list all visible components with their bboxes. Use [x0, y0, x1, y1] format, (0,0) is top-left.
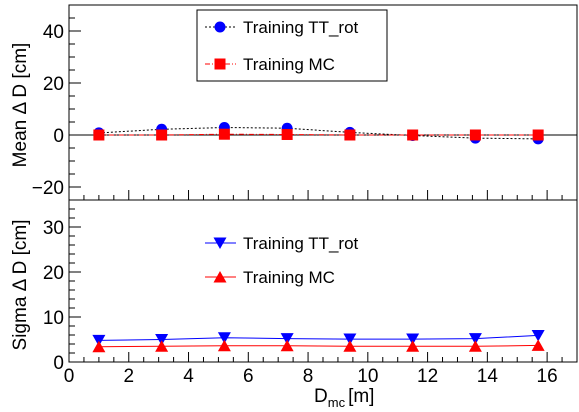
- x-tick-label: 14: [477, 366, 499, 387]
- bottom-series-1-line: [98, 344, 539, 348]
- bottom-y-axis-label: Sigma Δ D [cm]: [10, 220, 31, 351]
- top-series-1-point-3: [281, 128, 293, 140]
- top-legend-marker-square: [214, 58, 226, 70]
- bottom-legend-marker-triangle-down: [213, 237, 227, 249]
- bottom-y-tick-label: 20: [43, 263, 64, 284]
- x-tick-label: 4: [183, 366, 194, 387]
- x-tick-label: 12: [417, 366, 438, 387]
- top-series-1-point-7: [532, 129, 544, 141]
- top-series-1-point-0: [93, 129, 105, 141]
- top-series-1-line: [98, 133, 539, 136]
- x-tick-label: 0: [64, 366, 75, 387]
- x-tick-label: 6: [243, 366, 254, 387]
- bottom-legend-label-0: Training TT_rot: [243, 234, 359, 253]
- bottom-series-1-point-5: [406, 340, 420, 352]
- bottom-y-tick-label: 10: [43, 308, 64, 329]
- top-y-axis-label: Mean Δ D [cm]: [10, 43, 31, 168]
- x-axis-label-unit: [m]: [348, 386, 374, 407]
- bottom-plot: 0 10 20 30 0 2 4 6 8 10 12 14 16: [43, 199, 578, 387]
- top-legend: Training TT_rot Training MC: [196, 9, 388, 82]
- top-series-1-point-1: [156, 129, 168, 141]
- bottom-series-1-point-3: [280, 339, 294, 352]
- bottom-series-0-point-4: [343, 333, 357, 346]
- bottom-series-0-line: [98, 334, 539, 341]
- x-axis-label: Dmc [m]: [314, 386, 374, 410]
- bottom-legend-box: [197, 227, 387, 296]
- x-tick-label: 10: [357, 366, 378, 387]
- top-y-tick-label: 20: [43, 74, 64, 95]
- top-legend-box: [196, 9, 388, 82]
- bottom-series-1-point-0: [92, 340, 106, 353]
- x-tick-label: 2: [123, 366, 134, 387]
- x-axis-label-subscript: mc: [328, 395, 346, 410]
- bottom-series-1-point-6: [468, 340, 482, 352]
- top-legend-marker-circle: [214, 21, 226, 33]
- bottom-series-0-point-2: [217, 332, 231, 344]
- bottom-series-0-point-3: [280, 333, 294, 345]
- bottom-y-tick-label: 30: [43, 218, 64, 239]
- bottom-legend: Training TT_rot Training MC: [197, 227, 387, 296]
- bottom-series-0-point-1: [155, 334, 169, 346]
- top-series-1-point-5: [407, 129, 419, 141]
- bottom-legend-label-1: Training MC: [243, 268, 335, 287]
- bottom-series-0-point-5: [406, 333, 420, 346]
- bottom-series-0-point-0: [92, 334, 106, 347]
- top-series-1-point-2: [218, 128, 230, 140]
- top-legend-label-0: Training TT_rot: [243, 18, 359, 37]
- bottom-series-1-point-2: [217, 339, 231, 352]
- top-series-1-point-6: [469, 129, 481, 141]
- top-legend-label-1: Training MC: [243, 55, 335, 74]
- top-y-tick-label: 40: [43, 22, 64, 43]
- bottom-series-1-point-7: [531, 339, 545, 351]
- top-y-tick-label: 0: [53, 126, 64, 147]
- top-series-0-line: [98, 126, 539, 140]
- bottom-series-0-point-6: [468, 333, 482, 345]
- top-y-tick-label: −20: [32, 178, 64, 199]
- top-plot: −20 0 20 40: [32, 4, 578, 201]
- bottom-series-1-point-1: [155, 340, 169, 352]
- bottom-legend-marker-triangle-up: [213, 271, 227, 283]
- x-axis-label-main: D: [314, 386, 328, 407]
- x-tick-label: 16: [537, 366, 558, 387]
- top-series-1-point-4: [344, 129, 356, 141]
- bottom-y-tick-label: 0: [53, 353, 64, 374]
- bottom-series-1-point-4: [343, 340, 357, 352]
- x-tick-label: 8: [303, 366, 314, 387]
- bottom-series-0-point-7: [531, 329, 545, 342]
